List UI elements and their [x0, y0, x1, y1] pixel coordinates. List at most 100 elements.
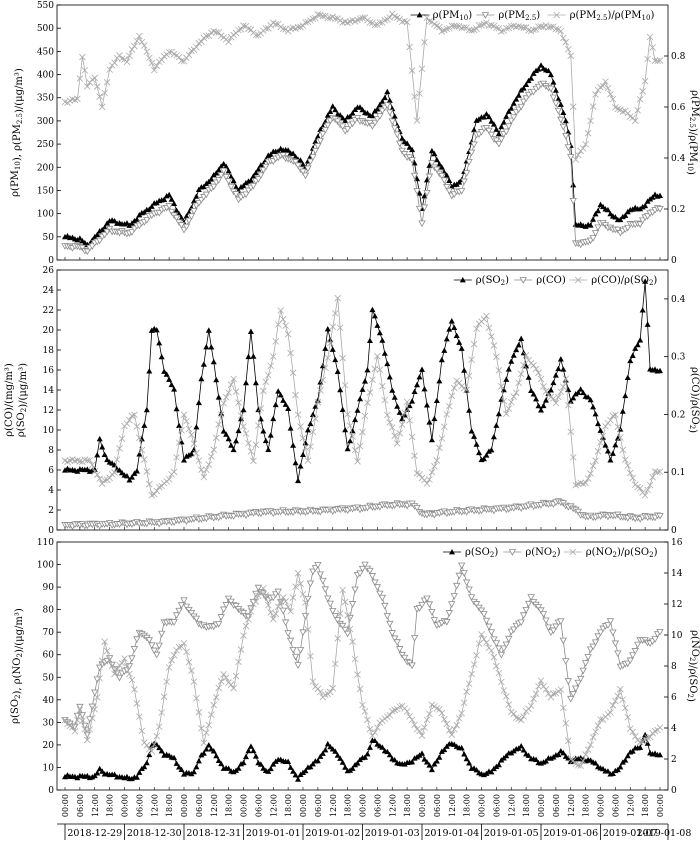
- data-point: [400, 654, 409, 662]
- data-point: [215, 684, 222, 692]
- data-point: [183, 417, 190, 425]
- data-point: [580, 389, 587, 396]
- data-point: [523, 81, 530, 88]
- data-point: [314, 143, 322, 150]
- data-point: [381, 350, 388, 356]
- data-point: [156, 744, 163, 751]
- right-tick-label: 2: [671, 755, 677, 765]
- data-point: [185, 51, 193, 59]
- data-point: [94, 231, 101, 238]
- data-point: [237, 26, 245, 33]
- data-point: [158, 747, 165, 754]
- data-point: [314, 562, 322, 569]
- data-point: [490, 636, 498, 644]
- data-point: [205, 742, 212, 748]
- series-line: [64, 281, 661, 481]
- data-point: [557, 356, 564, 362]
- data-point: [448, 731, 456, 738]
- data-point: [453, 582, 461, 590]
- x-tick-label: 18:00: [582, 794, 591, 817]
- data-point: [316, 137, 325, 145]
- data-point: [289, 369, 297, 377]
- data-point: [143, 217, 151, 224]
- data-point: [150, 741, 158, 748]
- data-point: [339, 759, 346, 765]
- data-point: [369, 112, 376, 119]
- data-point: [480, 114, 487, 120]
- data-point: [584, 129, 592, 137]
- data-point: [582, 751, 589, 758]
- data-point: [510, 22, 518, 30]
- data-point: [545, 690, 552, 698]
- data-point: [274, 321, 282, 328]
- data-point: [411, 93, 418, 100]
- legend-marker: [569, 548, 577, 556]
- data-point: [274, 588, 282, 596]
- data-point: [220, 160, 227, 167]
- data-point: [172, 214, 181, 222]
- data-point: [503, 693, 510, 700]
- data-point: [327, 108, 334, 114]
- x-tick-label: 06:00: [373, 794, 382, 817]
- data-point: [518, 742, 525, 749]
- data-point: [104, 456, 111, 463]
- data-point: [339, 354, 346, 362]
- data-point: [240, 406, 247, 413]
- data-point: [188, 667, 195, 674]
- data-point: [143, 468, 151, 475]
- data-point: [644, 55, 651, 63]
- data-point: [158, 56, 165, 64]
- data-point: [356, 442, 364, 450]
- data-point: [589, 643, 597, 651]
- data-point: [252, 598, 260, 605]
- data-point: [230, 177, 237, 184]
- data-point: [624, 374, 631, 380]
- data-point: [498, 383, 505, 390]
- data-point: [617, 216, 624, 223]
- data-point: [463, 688, 470, 695]
- data-point: [416, 373, 423, 380]
- legend-label: ρ(NO2​)/ρ(SO2​): [586, 547, 658, 559]
- data-point: [416, 470, 423, 478]
- data-point: [334, 294, 341, 302]
- data-point: [96, 674, 103, 682]
- left-tick-label: 10: [43, 426, 55, 436]
- data-point: [386, 109, 394, 117]
- data-point: [617, 434, 624, 441]
- data-point: [344, 410, 351, 418]
- data-point: [542, 388, 550, 395]
- data-point: [348, 601, 357, 608]
- data-point: [166, 191, 173, 198]
- data-point: [468, 428, 475, 434]
- data-point: [423, 595, 431, 603]
- x-tick-label: 18:00: [641, 794, 650, 817]
- data-point: [317, 688, 324, 696]
- data-point: [492, 640, 501, 648]
- data-point: [629, 352, 636, 358]
- legend-label: ρ(PM10​): [433, 10, 473, 22]
- data-point: [326, 339, 334, 347]
- data-point: [594, 447, 602, 455]
- data-point: [493, 422, 500, 428]
- data-point: [503, 410, 510, 418]
- data-point: [383, 102, 391, 109]
- data-point: [232, 388, 240, 395]
- series-3: [61, 570, 664, 770]
- data-point: [438, 172, 446, 180]
- data-point: [472, 601, 481, 608]
- data-point: [300, 451, 306, 458]
- data-point: [520, 24, 527, 31]
- data-point: [366, 725, 374, 733]
- data-point: [644, 486, 651, 494]
- data-point: [396, 409, 403, 415]
- x-tick-label: 18:00: [284, 794, 293, 817]
- data-point: [180, 639, 188, 647]
- data-point: [300, 161, 306, 167]
- right-tick-label: 0.3: [671, 353, 686, 363]
- data-point: [265, 446, 272, 452]
- data-point: [384, 748, 391, 755]
- data-point: [153, 62, 161, 70]
- data-point: [217, 411, 225, 418]
- data-point: [143, 759, 150, 766]
- data-point: [81, 67, 89, 74]
